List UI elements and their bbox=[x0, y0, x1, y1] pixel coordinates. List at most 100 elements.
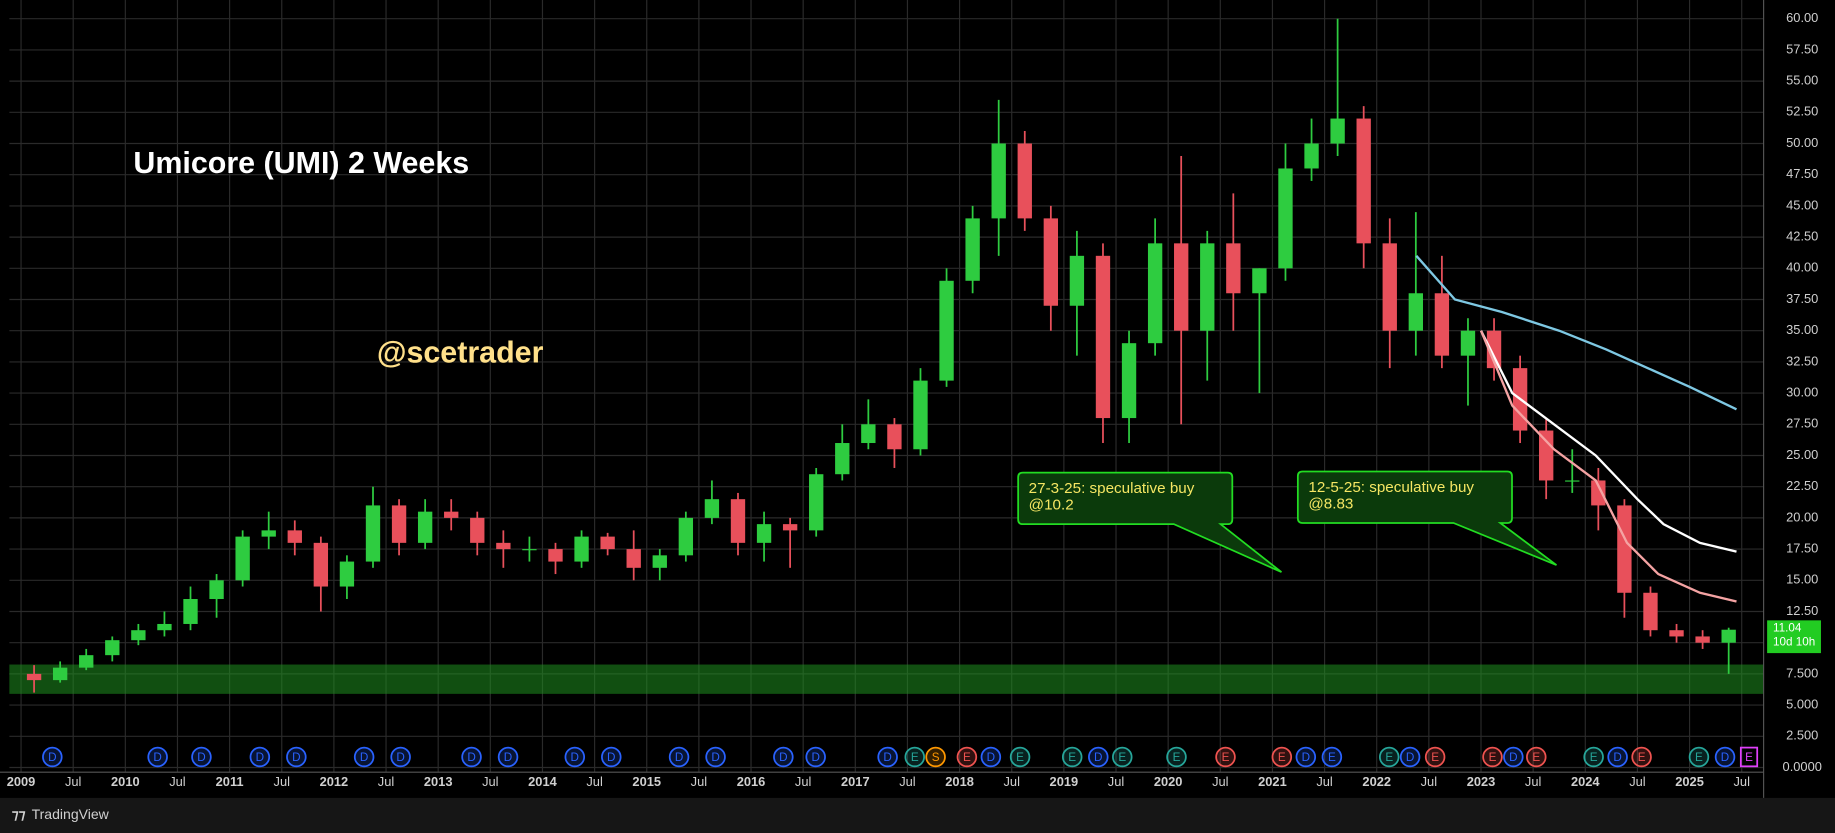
event-label: D bbox=[1094, 751, 1102, 764]
event-label: E bbox=[1695, 751, 1703, 764]
candle-body bbox=[1721, 629, 1736, 643]
candle-body bbox=[1069, 255, 1085, 306]
event-marker bbox=[705, 746, 726, 768]
event-label: D bbox=[607, 751, 615, 764]
candle-body bbox=[417, 511, 433, 543]
y-tick-label: 47.50 bbox=[1786, 166, 1818, 181]
x-tick-label: 2016 bbox=[737, 774, 766, 789]
candle-body bbox=[1330, 118, 1345, 144]
event-marker bbox=[1215, 746, 1236, 768]
event-marker bbox=[1526, 746, 1547, 768]
x-tick-label: Jul bbox=[1212, 774, 1228, 789]
candle-body bbox=[1356, 118, 1371, 244]
event-label: E bbox=[1068, 751, 1076, 764]
event-label: E bbox=[911, 751, 919, 764]
x-tick-label: Jul bbox=[586, 774, 602, 789]
candle-body bbox=[339, 561, 355, 587]
event-marker bbox=[1424, 746, 1446, 768]
x-tick-label: 2012 bbox=[320, 774, 349, 789]
event-marker bbox=[1295, 746, 1317, 768]
candle-body bbox=[1434, 293, 1450, 356]
x-tick-label: 2010 bbox=[111, 774, 140, 789]
candle-body bbox=[1095, 255, 1111, 419]
event-label: E bbox=[1278, 751, 1286, 764]
x-tick-label: 2021 bbox=[1258, 774, 1287, 789]
candle-body bbox=[1460, 330, 1476, 356]
candle-body bbox=[1591, 480, 1606, 506]
candle-body bbox=[1174, 243, 1189, 331]
event-marker bbox=[147, 746, 168, 768]
x-tick-label: Jul bbox=[1629, 774, 1645, 789]
candle-body bbox=[1304, 143, 1319, 169]
y-tick-label: 60.00 bbox=[1786, 10, 1818, 25]
candle-body bbox=[52, 667, 68, 681]
event-marker bbox=[1271, 746, 1293, 768]
event-marker bbox=[461, 746, 482, 768]
event-marker bbox=[1061, 746, 1083, 768]
y-tick-label: 50.00 bbox=[1786, 135, 1818, 150]
candle-body bbox=[131, 630, 146, 641]
candle-body bbox=[835, 443, 850, 475]
candle-body bbox=[522, 549, 537, 551]
event-label: D bbox=[48, 751, 56, 764]
event-marker bbox=[191, 746, 212, 768]
last-price-box bbox=[1767, 620, 1821, 654]
candle-body bbox=[444, 511, 459, 518]
x-tick-label: 2013 bbox=[424, 774, 453, 789]
x-tick-label: 2017 bbox=[841, 774, 870, 789]
candle-body bbox=[313, 542, 329, 587]
event-label: D bbox=[1721, 751, 1729, 764]
x-tick-label: Jul bbox=[1421, 774, 1437, 789]
candle-body bbox=[470, 517, 485, 543]
event-label: E bbox=[1118, 751, 1126, 764]
candle-body bbox=[1565, 480, 1580, 482]
event-marker bbox=[1378, 746, 1400, 768]
event-label: E bbox=[1489, 751, 1497, 764]
event-label: E bbox=[1431, 751, 1439, 764]
event-marker bbox=[1503, 746, 1524, 768]
candle-body bbox=[1617, 505, 1632, 593]
candle-body bbox=[79, 655, 94, 668]
y-tick-label: 15.00 bbox=[1786, 572, 1818, 587]
candle-body bbox=[1226, 243, 1241, 294]
candle-body bbox=[548, 549, 563, 562]
event-label: E bbox=[1328, 751, 1336, 764]
y-tick-label: 32.50 bbox=[1786, 353, 1818, 368]
event-marker bbox=[1631, 746, 1652, 768]
footer bbox=[0, 797, 1835, 833]
event-label: D bbox=[1509, 751, 1517, 764]
candle-body bbox=[235, 536, 250, 581]
x-tick-label: 2019 bbox=[1050, 774, 1079, 789]
x-tick-label: Jul bbox=[691, 774, 707, 789]
event-label: D bbox=[396, 751, 404, 764]
x-tick-label: 2018 bbox=[945, 774, 974, 789]
brand: ⁊⁊ bbox=[12, 806, 26, 822]
y-tick-label: 52.50 bbox=[1786, 104, 1818, 119]
y-tick-label: 30.00 bbox=[1786, 385, 1818, 400]
y-tick-label: 5.000 bbox=[1786, 696, 1818, 711]
candle-body bbox=[105, 640, 120, 656]
y-tick-label: 7.500 bbox=[1786, 665, 1818, 680]
event-label: E bbox=[1532, 751, 1540, 764]
x-tick-label: Jul bbox=[899, 774, 915, 789]
x-tick-label: Jul bbox=[1733, 774, 1749, 789]
x-tick-label: 2009 bbox=[7, 774, 36, 789]
candle-body bbox=[965, 218, 980, 281]
event-marker bbox=[42, 746, 63, 768]
candle-body bbox=[861, 424, 876, 444]
candle-body bbox=[1147, 243, 1163, 344]
event-marker bbox=[353, 746, 375, 768]
x-tick-label: Jul bbox=[378, 774, 394, 789]
x-tick-label: Jul bbox=[1316, 774, 1332, 789]
event-marker bbox=[1321, 746, 1343, 768]
moving-average-line bbox=[1479, 330, 1737, 553]
event-marker bbox=[1607, 746, 1628, 768]
candle-body bbox=[209, 580, 224, 600]
candle-body bbox=[1486, 330, 1502, 369]
brand-name[interactable]: TradingView bbox=[32, 806, 110, 822]
candle-body bbox=[600, 536, 615, 550]
last-price: 11.04 bbox=[1773, 622, 1802, 635]
x-tick-label: 2025 bbox=[1675, 774, 1704, 789]
